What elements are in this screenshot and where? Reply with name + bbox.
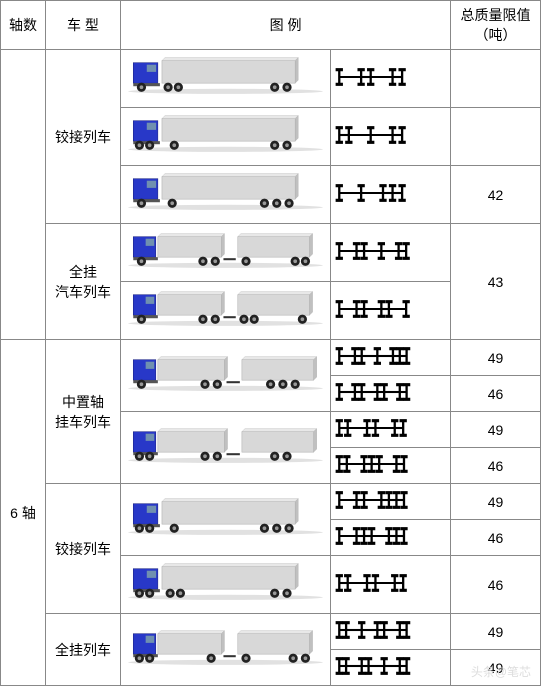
watermark: 头条@笔芯: [471, 663, 531, 680]
illustration-cell: [121, 282, 331, 340]
table-row: 铰接列车: [1, 50, 541, 108]
truck-illustration: [123, 623, 328, 673]
illustration-cell: [121, 340, 331, 412]
table-row: 6 轴中置轴 挂车列车 49: [1, 340, 541, 376]
truck-illustration: [123, 558, 328, 608]
weight-limit-cell: 49: [451, 412, 541, 448]
axle-count-cell: [1, 50, 46, 340]
axle-diagram: [333, 378, 448, 406]
axle-diagram-cell: [331, 282, 451, 340]
truck-illustration: [123, 226, 328, 276]
axle-diagram-cell: [331, 650, 451, 686]
illustration-cell: [121, 50, 331, 108]
axle-diagram: [333, 179, 448, 207]
illustration-cell: [121, 108, 331, 166]
truck-illustration: [123, 110, 328, 160]
truck-illustration: [123, 284, 328, 334]
axle-diagram: [333, 237, 448, 265]
header-axle: 轴数: [1, 1, 46, 50]
axle-diagram-cell: [331, 166, 451, 224]
weight-limit-cell: 46: [451, 448, 541, 484]
axle-diagram: [333, 450, 448, 478]
table-row: 铰接列车 49: [1, 484, 541, 520]
axle-diagram: [333, 522, 448, 550]
axle-diagram: [333, 569, 448, 597]
axle-diagram-cell: [331, 412, 451, 448]
axle-diagram: [333, 121, 448, 149]
vehicle-type-cell: 全挂 汽车列车: [46, 224, 121, 340]
axle-diagram-cell: [331, 556, 451, 614]
truck-table: 轴数 车 型 图 例 总质量限值 （吨） 铰接列车 42全挂 汽车列车 43 6…: [0, 0, 541, 686]
weight-limit-cell: 49: [451, 484, 541, 520]
axle-diagram-cell: [331, 108, 451, 166]
weight-limit-cell: [451, 50, 541, 108]
truck-illustration: [123, 349, 328, 399]
axle-diagram-cell: [331, 340, 451, 376]
header-type: 车 型: [46, 1, 121, 50]
axle-diagram-cell: [331, 520, 451, 556]
axle-diagram: [333, 342, 448, 370]
illustration-cell: [121, 224, 331, 282]
vehicle-type-cell: 铰接列车: [46, 484, 121, 614]
axle-diagram: [333, 616, 448, 644]
table-row: 全挂列车 49: [1, 614, 541, 650]
illustration-cell: [121, 412, 331, 484]
axle-diagram: [333, 295, 448, 323]
axle-diagram-cell: [331, 484, 451, 520]
header-limit: 总质量限值 （吨）: [451, 1, 541, 50]
axle-diagram: [333, 652, 448, 680]
axle-diagram-cell: [331, 376, 451, 412]
weight-limit-cell: 46: [451, 556, 541, 614]
weight-limit-cell: 46: [451, 376, 541, 412]
weight-limit-cell: 43: [451, 224, 541, 340]
illustration-cell: [121, 556, 331, 614]
truck-illustration: [123, 493, 328, 543]
weight-limit-cell: 49: [451, 340, 541, 376]
illustration-cell: [121, 614, 331, 686]
axle-diagram: [333, 414, 448, 442]
axle-diagram-cell: [331, 50, 451, 108]
truck-illustration: [123, 52, 328, 102]
axle-diagram: [333, 486, 448, 514]
axle-diagram-cell: [331, 448, 451, 484]
axle-diagram-cell: [331, 614, 451, 650]
weight-limit-cell: 46: [451, 520, 541, 556]
truck-illustration: [123, 168, 328, 218]
illustration-cell: [121, 484, 331, 556]
header-illustration: 图 例: [121, 1, 451, 50]
axle-diagram: [333, 63, 448, 91]
vehicle-type-cell: 铰接列车: [46, 50, 121, 224]
axle-diagram-cell: [331, 224, 451, 282]
weight-limit-cell: 42: [451, 166, 541, 224]
vehicle-type-cell: 中置轴 挂车列车: [46, 340, 121, 484]
illustration-cell: [121, 166, 331, 224]
vehicle-type-cell: 全挂列车: [46, 614, 121, 686]
axle-count-cell: 6 轴: [1, 340, 46, 686]
weight-limit-cell: 49: [451, 614, 541, 650]
table-row: 全挂 汽车列车 43: [1, 224, 541, 282]
weight-limit-cell: [451, 108, 541, 166]
truck-illustration: [123, 421, 328, 471]
